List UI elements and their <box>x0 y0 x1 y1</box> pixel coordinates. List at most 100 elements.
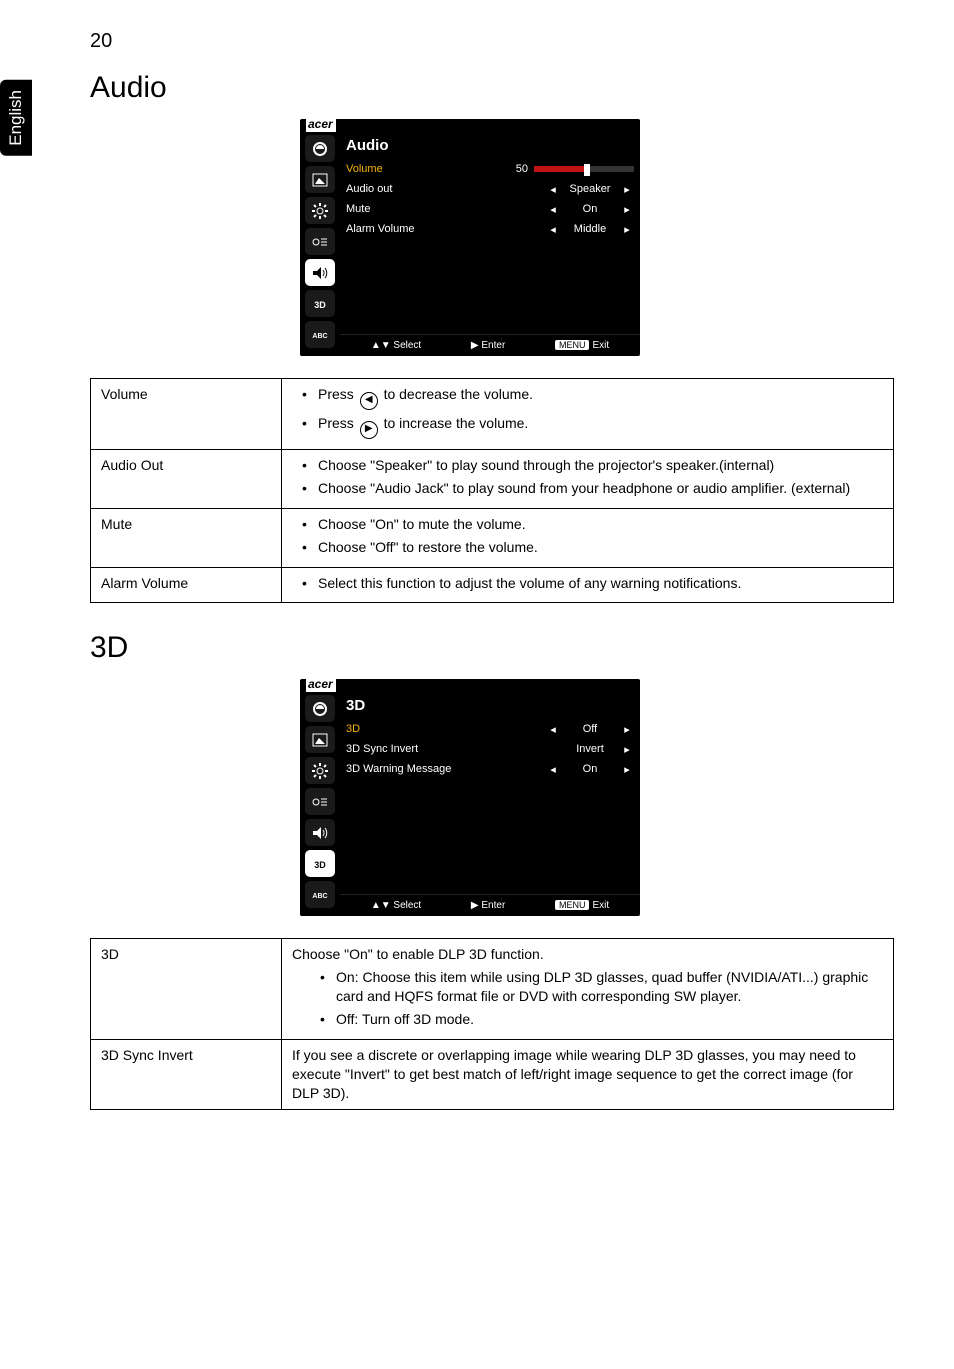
right-arrow-icon[interactable]: ▸ <box>620 203 634 216</box>
left-arrow-icon[interactable]: ◂ <box>546 723 560 736</box>
audio-volume-desc: Press ◀ to decrease the volume. Press ▶ … <box>282 379 894 450</box>
audio-menu-screenshot: acer 3D ABC Audio Volume 50 <box>300 119 640 356</box>
language-icon[interactable]: ABC <box>305 881 335 908</box>
3d-label: 3D <box>346 723 546 735</box>
3d-row-sync[interactable]: 3D Sync Invert Invert ▸ <box>340 739 640 759</box>
brand-notch: acer <box>300 679 640 693</box>
menu-icon-rail: 3D ABC <box>300 133 340 356</box>
audio-row-mute[interactable]: Mute ◂ On ▸ <box>340 199 640 219</box>
audio-mute-desc: Choose "On" to mute the volume. Choose "… <box>282 508 894 567</box>
audio-out-key: Audio Out <box>91 450 282 509</box>
3d-icon[interactable]: 3D <box>305 290 335 317</box>
3d-key: 3D <box>91 939 282 1040</box>
footer-exit: MENUExit <box>555 900 609 911</box>
right-arrow-icon[interactable]: ▸ <box>620 743 634 756</box>
footer-exit: MENUExit <box>555 340 609 351</box>
page-number: 20 <box>90 30 894 53</box>
audio-row-audioout[interactable]: Audio out ◂ Speaker ▸ <box>340 179 640 199</box>
audio-menu-title: Audio <box>340 133 640 159</box>
left-arrow-icon[interactable]: ◂ <box>546 223 560 236</box>
color-icon[interactable] <box>305 135 335 162</box>
mute-label: Mute <box>346 203 546 215</box>
left-arrow-icon: ◀ <box>360 392 378 410</box>
audio-mute-key: Mute <box>91 508 282 567</box>
3d-sync-desc: If you see a discrete or overlapping ima… <box>282 1040 894 1110</box>
3d-icon[interactable]: 3D <box>305 850 335 877</box>
3d-row-3d[interactable]: 3D ◂ Off ▸ <box>340 719 640 739</box>
image-icon[interactable] <box>305 166 335 193</box>
audio-out-desc: Choose "Speaker" to play sound through t… <box>282 450 894 509</box>
sync-value: Invert <box>560 743 620 755</box>
management-icon[interactable] <box>305 228 335 255</box>
right-arrow-icon[interactable]: ▸ <box>620 223 634 236</box>
3d-menu-title: 3D <box>340 693 640 719</box>
audio-menu-content: Audio Volume 50 Audio out ◂ Speaker ▸ <box>340 133 640 356</box>
menu-footer: ▲▼ Select ▶ Enter MENUExit <box>340 894 640 916</box>
alarm-label: Alarm Volume <box>346 223 546 235</box>
audioout-label: Audio out <box>346 183 546 195</box>
sync-label: 3D Sync Invert <box>346 743 546 755</box>
audio-row-alarm[interactable]: Alarm Volume ◂ Middle ▸ <box>340 219 640 239</box>
3d-sync-key: 3D Sync Invert <box>91 1040 282 1110</box>
3d-description-table: 3D Choose "On" to enable DLP 3D function… <box>90 938 894 1109</box>
right-arrow-icon[interactable]: ▸ <box>620 183 634 196</box>
management-icon[interactable] <box>305 788 335 815</box>
alarm-value: Middle <box>560 223 620 235</box>
3d-row-warn[interactable]: 3D Warning Message ◂ On ▸ <box>340 759 640 779</box>
3d-menu-body: 3D ABC 3D 3D ◂ Off ▸ 3D Sync Invert Inve… <box>300 693 640 916</box>
language-icon[interactable]: ABC <box>305 321 335 348</box>
svg-text:ABC: ABC <box>312 893 327 900</box>
audio-row-volume[interactable]: Volume 50 <box>340 159 640 179</box>
audio-alarm-key: Alarm Volume <box>91 567 282 603</box>
audio-icon[interactable] <box>305 259 335 286</box>
footer-select: ▲▼ Select <box>371 900 421 911</box>
page: English 20 Audio acer 3D ABC Audio Volum… <box>0 0 954 1178</box>
volume-slider[interactable] <box>534 166 634 172</box>
audio-heading: Audio <box>90 71 894 105</box>
table-row: 3D Choose "On" to enable DLP 3D function… <box>91 939 894 1040</box>
color-icon[interactable] <box>305 695 335 722</box>
right-arrow-icon[interactable]: ▸ <box>620 763 634 776</box>
mute-value: On <box>560 203 620 215</box>
svg-text:3D: 3D <box>314 300 326 310</box>
brand-text: acer <box>306 119 336 132</box>
audio-volume-key: Volume <box>91 379 282 450</box>
audio-menu-body: 3D ABC Audio Volume 50 Audio out ◂ Speak… <box>300 133 640 356</box>
footer-select: ▲▼ Select <box>371 340 421 351</box>
table-row: Audio Out Choose "Speaker" to play sound… <box>91 450 894 509</box>
audioout-value: Speaker <box>560 183 620 195</box>
table-row: Mute Choose "On" to mute the volume. Cho… <box>91 508 894 567</box>
table-row: Alarm Volume Select this function to adj… <box>91 567 894 603</box>
svg-text:ABC: ABC <box>312 333 327 340</box>
left-arrow-icon[interactable]: ◂ <box>546 763 560 776</box>
3d-desc: Choose "On" to enable DLP 3D function. O… <box>282 939 894 1040</box>
3d-menu-screenshot: acer 3D ABC 3D 3D ◂ Off ▸ <box>300 679 640 916</box>
footer-enter: ▶ Enter <box>471 900 505 911</box>
table-row: 3D Sync Invert If you see a discrete or … <box>91 1040 894 1110</box>
gear-icon[interactable] <box>305 197 335 224</box>
audio-description-table: Volume Press ◀ to decrease the volume. P… <box>90 378 894 603</box>
audio-alarm-desc: Select this function to adjust the volum… <box>282 567 894 603</box>
warn-label: 3D Warning Message <box>346 763 546 775</box>
gear-icon[interactable] <box>305 757 335 784</box>
image-icon[interactable] <box>305 726 335 753</box>
language-tab: English <box>0 80 32 156</box>
menu-icon-rail: 3D ABC <box>300 693 340 916</box>
right-arrow-icon[interactable]: ▸ <box>620 723 634 736</box>
left-arrow-icon[interactable]: ◂ <box>546 203 560 216</box>
table-row: Volume Press ◀ to decrease the volume. P… <box>91 379 894 450</box>
menu-footer: ▲▼ Select ▶ Enter MENUExit <box>340 334 640 356</box>
volume-label: Volume <box>346 163 498 175</box>
warn-value: On <box>560 763 620 775</box>
3d-menu-content: 3D 3D ◂ Off ▸ 3D Sync Invert Invert ▸ 3D… <box>340 693 640 916</box>
audio-icon[interactable] <box>305 819 335 846</box>
3d-value: Off <box>560 723 620 735</box>
svg-text:3D: 3D <box>314 860 326 870</box>
brand-text: acer <box>306 679 336 692</box>
footer-enter: ▶ Enter <box>471 340 505 351</box>
right-arrow-icon: ▶ <box>360 421 378 439</box>
left-arrow-icon[interactable]: ◂ <box>546 183 560 196</box>
brand-notch: acer <box>300 119 640 133</box>
3d-heading: 3D <box>90 631 894 665</box>
volume-value: 50 <box>498 163 534 175</box>
